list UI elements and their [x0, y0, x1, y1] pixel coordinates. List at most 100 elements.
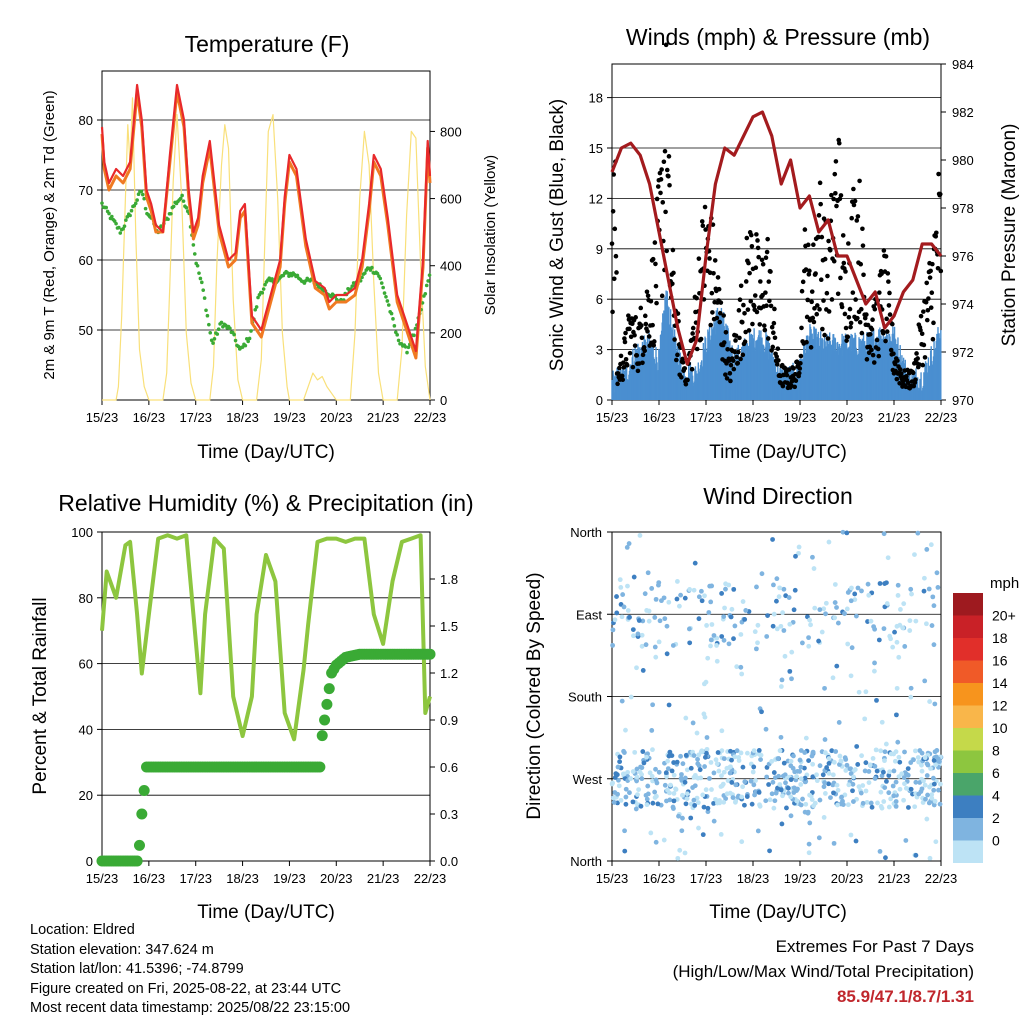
- gust-point: [642, 313, 648, 319]
- direction-point: [709, 787, 714, 792]
- gust-point: [630, 364, 636, 370]
- direction-point: [862, 768, 868, 774]
- y-tick-label: 100: [71, 525, 93, 540]
- direction-point: [932, 749, 938, 755]
- direction-point: [849, 645, 855, 651]
- x-tick-label: 15/23: [86, 871, 119, 886]
- direction-point: [821, 606, 827, 612]
- direction-point: [724, 791, 730, 797]
- direction-point: [798, 764, 804, 770]
- dewpoint-point: [135, 198, 139, 202]
- x-tick-label: 15/23: [86, 410, 119, 425]
- gust-point: [846, 241, 851, 246]
- direction-point: [789, 649, 795, 655]
- gust-point: [727, 371, 733, 376]
- direction-point: [620, 592, 626, 597]
- gust-point: [929, 290, 935, 295]
- direction-point: [787, 621, 793, 627]
- gust-point: [672, 337, 677, 342]
- direction-point: [691, 753, 697, 758]
- legend-label: 20+: [992, 608, 1016, 624]
- direction-point: [929, 795, 935, 801]
- gust-point: [723, 372, 728, 377]
- direction-point: [931, 787, 937, 793]
- gust-point: [826, 309, 832, 314]
- x-tick-label: 22/23: [414, 871, 447, 886]
- gust-point: [791, 366, 796, 371]
- direction-point: [828, 795, 833, 800]
- dewpoint-point: [171, 204, 176, 209]
- direction-point: [877, 581, 883, 586]
- gust-point: [799, 288, 805, 294]
- direction-point: [853, 613, 859, 619]
- direction-point: [878, 748, 884, 754]
- direction-point: [927, 855, 933, 861]
- direction-point: [806, 841, 812, 847]
- gust-point: [911, 383, 917, 389]
- gust-point: [855, 315, 860, 321]
- direction-point: [879, 719, 885, 725]
- direction-point: [881, 769, 886, 775]
- direction-point: [792, 769, 798, 775]
- direction-point: [831, 759, 837, 765]
- dewpoint-point: [228, 326, 232, 331]
- plot-frame: [101, 70, 431, 401]
- dewpoint-point: [246, 339, 250, 344]
- direction-point: [721, 614, 727, 620]
- dewpoint-point: [215, 332, 220, 336]
- direction-point: [616, 783, 622, 789]
- direction-point: [611, 795, 617, 801]
- gust-point: [857, 319, 863, 325]
- gust-point: [659, 167, 664, 172]
- direction-point: [716, 768, 722, 774]
- direction-point: [751, 764, 757, 770]
- gust-point: [798, 353, 804, 359]
- panel-2: 15/23 16/23 17/23 18/23 19/23 20/23 21/23 22/23…: [71, 525, 458, 886]
- gust-point: [723, 329, 729, 335]
- direction-point: [901, 797, 906, 803]
- dewpoint-point: [385, 299, 390, 303]
- direction-point: [921, 575, 927, 581]
- direction-point: [749, 801, 755, 807]
- direction-point: [913, 618, 919, 624]
- direction-point: [635, 631, 641, 637]
- gust-point: [897, 367, 903, 372]
- direction-point: [785, 785, 791, 791]
- direction-point: [639, 772, 645, 777]
- gust-point: [838, 193, 844, 198]
- gust-point: [675, 352, 680, 358]
- dewpoint-point: [295, 273, 300, 278]
- temperature-xlabel: Time (Day/UTC): [197, 442, 335, 463]
- direction-point: [770, 537, 775, 542]
- gust-point: [658, 190, 663, 196]
- direction-point: [719, 728, 725, 734]
- direction-point: [634, 665, 639, 671]
- direction-point: [620, 771, 626, 777]
- gust-point: [622, 336, 627, 341]
- y-tick-label: North: [570, 525, 602, 540]
- direction-point: [728, 614, 734, 620]
- relative-humidity-line: [100, 533, 432, 742]
- direction-point: [879, 773, 885, 779]
- direction-point: [769, 791, 775, 797]
- direction-point: [680, 815, 685, 821]
- gust-point: [662, 148, 668, 154]
- legend-label: 12: [992, 698, 1008, 714]
- gust-point: [917, 362, 922, 367]
- direction-point: [844, 530, 850, 536]
- gust-point: [645, 293, 651, 299]
- legend-label: 8: [992, 743, 1000, 759]
- direction-point: [931, 802, 937, 808]
- dewpoint-point: [249, 329, 253, 333]
- gust-point: [611, 172, 616, 177]
- gust-point: [875, 346, 881, 352]
- direction-point: [727, 764, 733, 770]
- y-tick-label: 0: [86, 854, 93, 869]
- direction-point: [883, 855, 888, 861]
- gust-point: [679, 374, 684, 380]
- gust-point: [793, 371, 798, 377]
- direction-point: [863, 788, 869, 794]
- y2-tick-label: 970: [952, 393, 974, 408]
- direction-point: [929, 623, 935, 628]
- gust-point: [824, 290, 830, 296]
